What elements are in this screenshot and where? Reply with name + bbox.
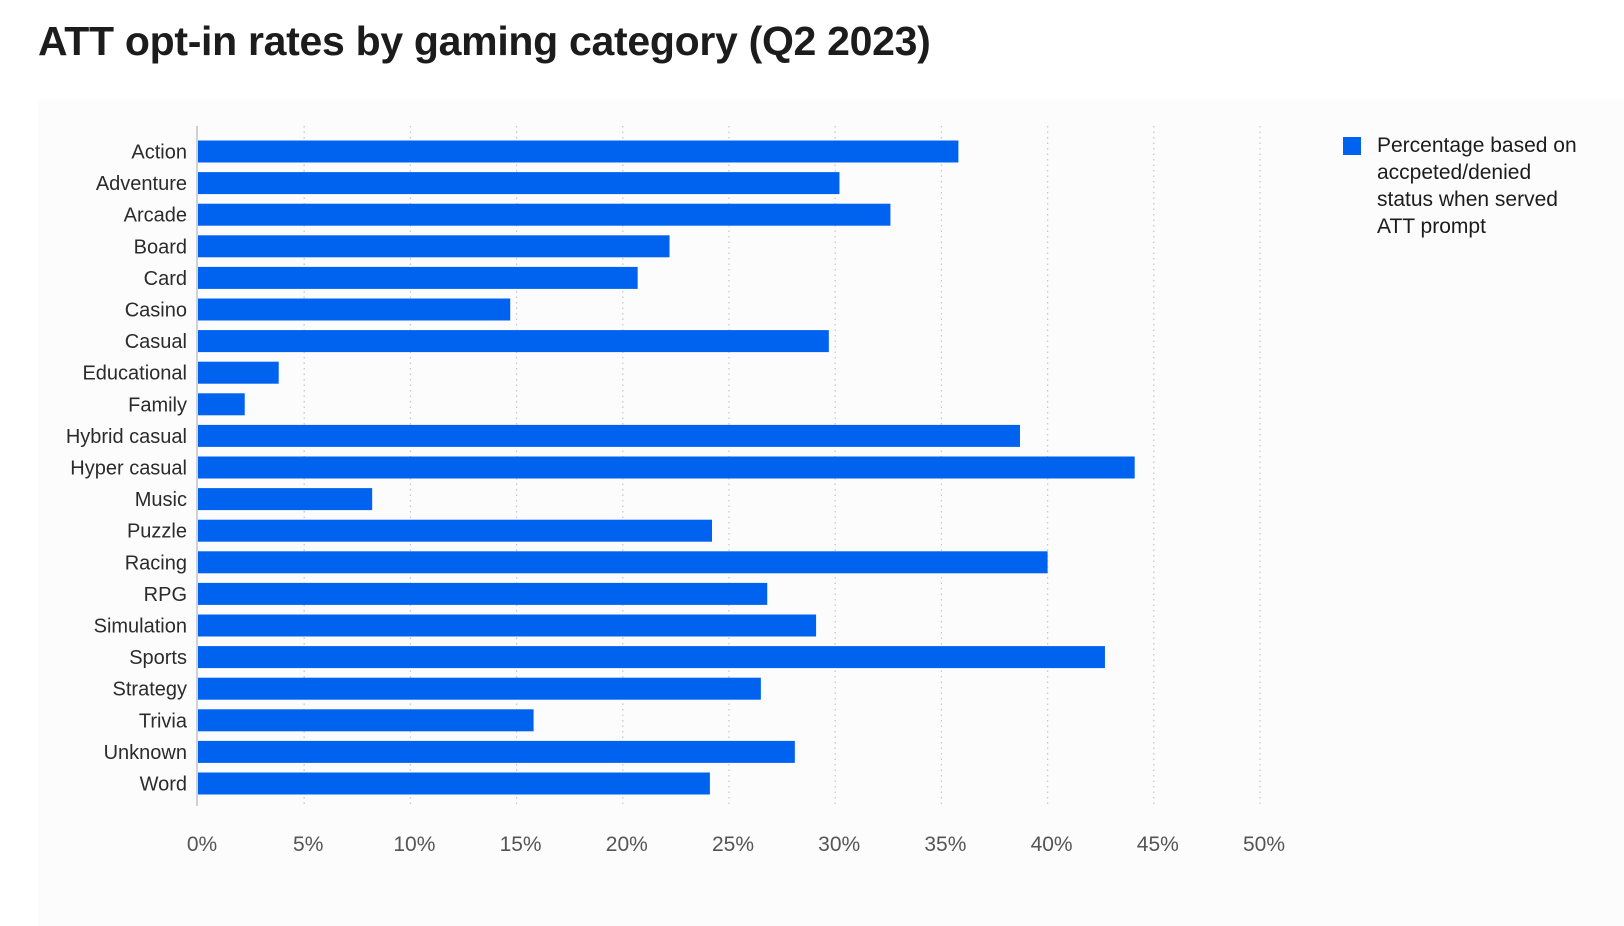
bar [198, 266, 638, 289]
category-label: Casual [125, 331, 187, 353]
bar [198, 172, 840, 195]
category-label: Puzzle [127, 521, 187, 543]
x-tick-label: 50% [1243, 833, 1285, 856]
bar [198, 677, 761, 700]
bar [198, 393, 245, 416]
bar [198, 582, 768, 605]
bar [198, 614, 817, 637]
category-label: Word [140, 774, 187, 796]
x-tick-label: 45% [1137, 833, 1179, 856]
bar [198, 772, 710, 795]
category-label: Arcade [124, 205, 187, 227]
x-tick-label: 10% [393, 833, 435, 856]
bar [198, 203, 891, 226]
legend: Percentage based on accpeted/denied stat… [1343, 132, 1592, 240]
bar [198, 646, 1105, 669]
x-tick-label: 25% [712, 833, 754, 856]
bar [198, 740, 795, 763]
legend-swatch [1343, 137, 1361, 155]
bar [198, 424, 1020, 447]
bar [198, 551, 1048, 574]
category-label: Sports [129, 647, 187, 669]
bar [198, 298, 511, 321]
x-tick-label: 30% [818, 833, 860, 856]
category-label: Unknown [104, 742, 187, 764]
category-label: Casino [125, 300, 187, 322]
category-label: RPG [144, 584, 187, 606]
x-tick-label: 40% [1031, 833, 1073, 856]
chart-title: ATT opt-in rates by gaming category (Q2 … [38, 18, 931, 64]
bar [198, 709, 534, 732]
x-tick-label: 5% [293, 833, 323, 856]
bar [198, 361, 279, 384]
bar [198, 140, 959, 163]
bar [198, 235, 670, 258]
category-label: Simulation [94, 616, 187, 638]
category-label: Racing [125, 552, 187, 574]
category-label: Educational [82, 363, 187, 385]
category-label: Trivia [139, 710, 188, 732]
category-label: Adventure [96, 173, 187, 195]
category-label: Hyper casual [70, 458, 187, 480]
x-tick-label: 0% [187, 833, 217, 856]
bar-layer [198, 140, 1135, 795]
bar [198, 330, 829, 353]
bar [198, 519, 713, 542]
bar [198, 456, 1135, 479]
category-label: Strategy [113, 679, 187, 701]
x-tick-label: 15% [500, 833, 542, 856]
category-label: Family [128, 394, 187, 416]
x-tick-label: 20% [606, 833, 648, 856]
bar [198, 488, 373, 511]
category-label: Music [135, 489, 187, 511]
category-label: Hybrid casual [66, 426, 187, 448]
x-tick-label: 35% [924, 833, 966, 856]
category-label: Board [134, 236, 187, 258]
category-label: Action [131, 142, 187, 164]
category-labels: Action Adventure Arcade Board Card Casino Casu… [66, 142, 188, 796]
legend-label: Percentage based on accpeted/denied stat… [1377, 134, 1577, 238]
category-label: Card [144, 268, 187, 290]
x-axis-ticks: 0% 5% 10% 15% 20% 25% 30% 35% 40% 45% 50% [187, 833, 1285, 856]
